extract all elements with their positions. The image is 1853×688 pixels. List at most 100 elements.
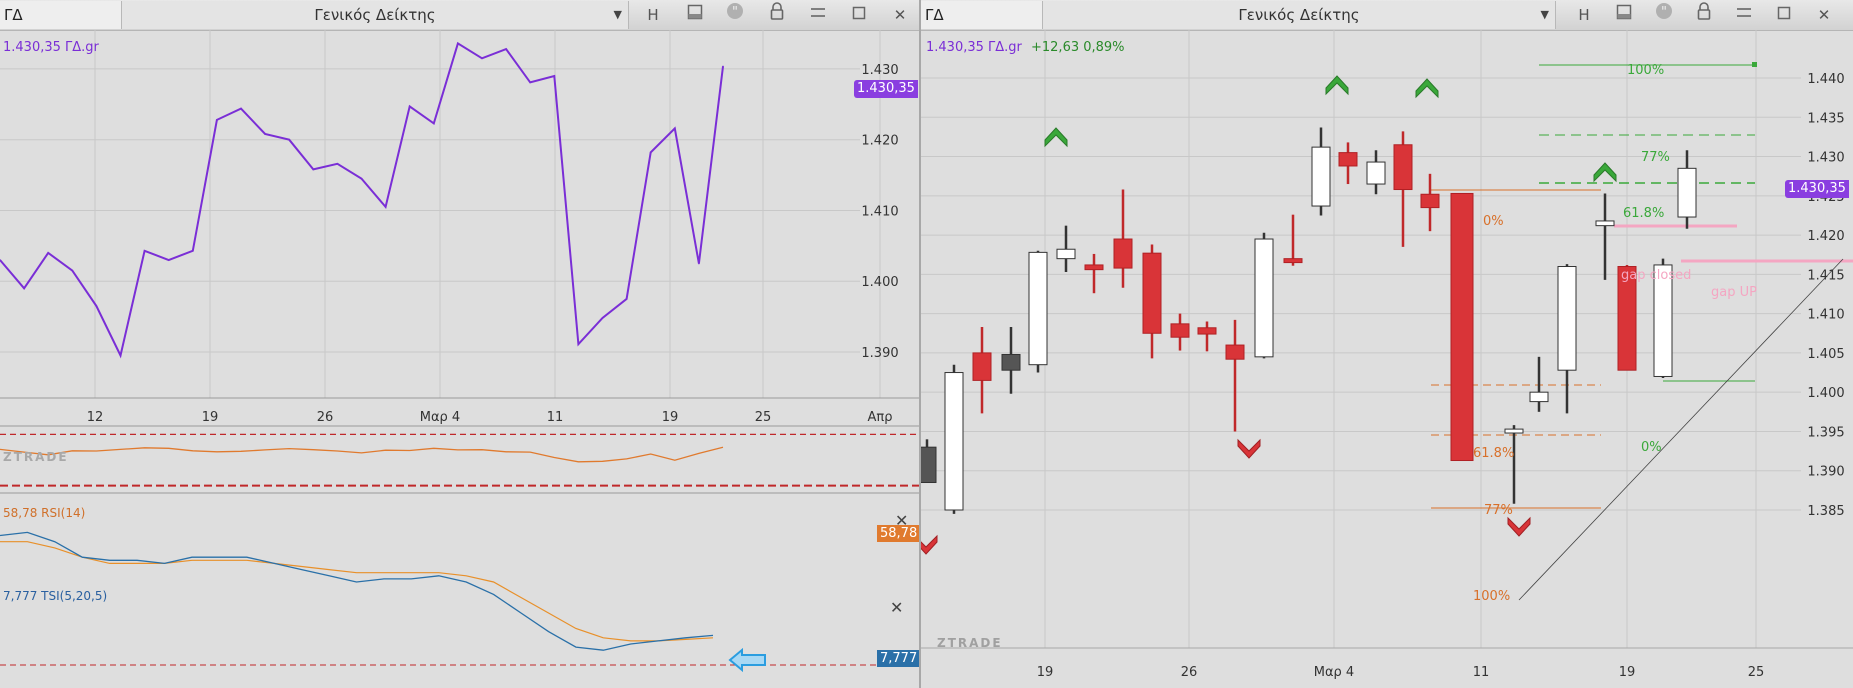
- candle-body: [1170, 323, 1190, 338]
- left-menu-icon[interactable]: [803, 1, 833, 29]
- price-point: [505, 48, 507, 50]
- x-tick-label: 19: [662, 410, 679, 425]
- right-layout-icon[interactable]: [1609, 1, 1639, 29]
- right-symbol-field[interactable]: ΓΔ: [921, 1, 1044, 29]
- candle-body: [1225, 344, 1245, 360]
- buy-signal-icon: [1593, 162, 1617, 183]
- fib-green-0: 0%: [1641, 440, 1662, 455]
- candle-body: [1254, 238, 1274, 358]
- right-h-button[interactable]: H: [1578, 6, 1590, 24]
- price-point: [553, 75, 556, 77]
- sell-signal-icon: [1237, 438, 1261, 459]
- price-point: [95, 305, 98, 307]
- y-tick-label: 1.395: [1807, 425, 1844, 440]
- tsi-value-tag: 7,777: [877, 650, 919, 667]
- tsi-series-line: [0, 531, 714, 651]
- right-instrument-title: Γενικός Δείκτης: [1238, 6, 1360, 24]
- tsi-close-icon[interactable]: ✕: [890, 598, 903, 617]
- candle-body: [1197, 327, 1217, 335]
- price-point: [577, 343, 580, 346]
- candle-body: [1677, 167, 1697, 218]
- right-instrument-dropdown[interactable]: Γενικός Δείκτης ▼: [1042, 1, 1556, 29]
- candle-body: [1450, 192, 1474, 462]
- candle-body: [1084, 264, 1104, 271]
- fib-orange-77: 77%: [1484, 503, 1513, 518]
- price-point: [722, 65, 724, 68]
- left-symbol-field[interactable]: ΓΔ: [0, 1, 123, 29]
- price-point: [143, 250, 146, 252]
- right-chevron-down-icon: ▼: [1540, 8, 1549, 21]
- left-instrument-dropdown[interactable]: Γενικός Δείκτης ▼: [121, 1, 629, 29]
- y-tick-label: 1.410: [1807, 308, 1844, 323]
- fib-green-77: 77%: [1641, 150, 1670, 165]
- right-price-label: 1.430,35 ΓΔ.gr: [926, 40, 1022, 55]
- left-lock-icon[interactable]: [762, 1, 792, 29]
- arrow-annotation: [728, 647, 766, 673]
- svg-text:": ": [732, 5, 738, 20]
- y-tick-label: 1.390: [861, 346, 898, 361]
- price-point: [167, 259, 170, 261]
- x-tick-label: 25: [1748, 665, 1765, 680]
- price-point: [216, 119, 218, 121]
- left-price-label: 1.430,35 ΓΔ.gr: [3, 40, 99, 55]
- buy-signal-icon: [1044, 127, 1068, 148]
- right-chart-panel: ΓΔ Γενικός Δείκτης ▼ H " ✕ 1.385 1.390 1.3…: [921, 0, 1853, 688]
- left-close-button[interactable]: ✕: [893, 6, 907, 24]
- x-tick-label: Απρ: [868, 410, 893, 425]
- right-quote-icon[interactable]: ": [1649, 1, 1679, 29]
- left-instrument-title: Γενικός Δείκτης: [314, 6, 436, 24]
- right-change-label: +12,63 0,89%: [1031, 40, 1125, 55]
- rsi-label: 58,78 RSI(14): [3, 506, 86, 520]
- left-quote-icon[interactable]: ": [720, 1, 750, 29]
- left-price-tag: 1.430,35: [854, 80, 918, 98]
- candle-body: [1504, 428, 1524, 434]
- price-point: [457, 42, 459, 45]
- right-menu-icon[interactable]: [1729, 1, 1759, 29]
- right-close-button[interactable]: ✕: [1817, 6, 1831, 24]
- left-chart-panel: ΓΔ Γενικός Δείκτης ▼ H " ✕ 1.390 1.400 1.4…: [0, 0, 921, 688]
- trend-line: [1518, 258, 1844, 601]
- left-chart-area: 1.390 1.400 1.410 1.420 1.430 12 19 26 Μαρ 4 11 19…: [0, 30, 919, 673]
- price-point: [433, 122, 435, 125]
- y-tick-label: 1.410: [861, 204, 898, 219]
- svg-text:": ": [1661, 5, 1667, 20]
- x-tick-label: 19: [1037, 665, 1054, 680]
- candle-body: [972, 352, 992, 381]
- price-point: [192, 250, 194, 252]
- left-layout-icon[interactable]: [680, 1, 710, 29]
- left-maximize-icon[interactable]: [844, 1, 874, 29]
- price-point: [71, 269, 74, 272]
- price-point: [264, 133, 266, 135]
- right-maximize-icon[interactable]: [1769, 1, 1799, 29]
- fib-orange-100: 100%: [1473, 589, 1511, 604]
- x-tick-label: 26: [1181, 665, 1198, 680]
- right-lock-icon[interactable]: [1689, 1, 1719, 29]
- price-point: [529, 81, 531, 84]
- x-tick-label: 25: [755, 410, 772, 425]
- y-tick-label: 1.440: [1807, 72, 1844, 87]
- tsi-label: 7,777 TSI(5,20,5): [3, 589, 108, 603]
- x-tick-label: 11: [547, 410, 564, 425]
- price-point: [0, 259, 1, 261]
- y-tick-label: 1.415: [1807, 268, 1844, 283]
- y-tick-label: 1.435: [1807, 111, 1844, 126]
- sell-signal-icon: [1507, 516, 1531, 537]
- candle-body: [1028, 251, 1048, 366]
- price-point: [336, 162, 339, 165]
- candle-body: [921, 446, 937, 484]
- left-titlebar: ΓΔ Γενικός Δείκτης ▼ H " ✕: [0, 0, 919, 31]
- x-tick-label: 19: [1619, 665, 1636, 680]
- candle-body: [1113, 238, 1133, 269]
- price-point: [649, 151, 652, 154]
- y-tick-label: 1.385: [1807, 504, 1844, 519]
- left-h-button[interactable]: H: [647, 6, 659, 24]
- fib-orange-618: 61.8%: [1473, 446, 1515, 461]
- candle-body: [1595, 220, 1615, 227]
- candle-body: [1617, 266, 1637, 371]
- price-point: [23, 287, 25, 290]
- sell-signal-icon: [921, 534, 938, 555]
- right-titlebar: ΓΔ Γενικός Δείκτης ▼ H " ✕: [921, 0, 1853, 31]
- price-point: [481, 57, 483, 60]
- y-tick-label: 1.400: [1807, 386, 1844, 401]
- y-tick-label: 1.405: [1807, 347, 1844, 362]
